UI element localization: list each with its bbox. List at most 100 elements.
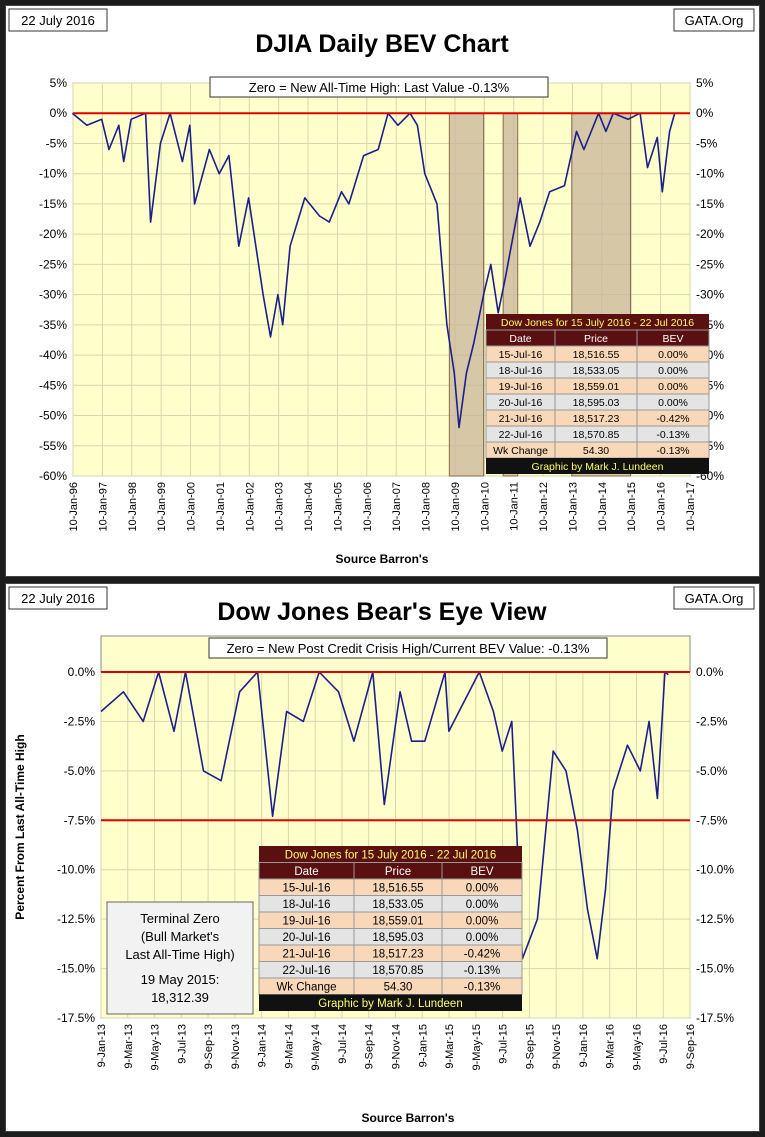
table-cell-value: 18,570.85 <box>372 965 423 977</box>
table-header-label: Date <box>509 333 531 345</box>
y-tick-label-right: 0% <box>696 106 714 120</box>
table-cell-value: -0.13% <box>656 445 689 457</box>
x-tick-label: 10-Jan-06 <box>362 482 374 532</box>
table-cell-value: 15-Jul-16 <box>499 349 543 361</box>
x-tick-label: 10-Jan-01 <box>215 482 227 532</box>
annotation-text: Zero = New Post Credit Crisis High/Curre… <box>227 641 590 656</box>
table-cell-value: 18,516.55 <box>372 883 423 895</box>
x-tick-label: 10-Jan-16 <box>656 482 668 532</box>
table-cell-value: 54.30 <box>583 445 609 457</box>
x-tick-label: 10-Jan-99 <box>156 482 168 532</box>
x-tick-label: 9-Mar-13 <box>123 1024 135 1069</box>
x-tick-label: 10-Jan-12 <box>538 482 550 532</box>
x-tick-label: 10-Jan-11 <box>509 482 521 531</box>
x-tick-label: 9-Nov-14 <box>391 1024 403 1069</box>
x-tick-label: 9-Jan-16 <box>578 1024 590 1067</box>
x-tick-label: 10-Jan-05 <box>332 482 344 532</box>
table-cell-value: 19-Jul-16 <box>499 381 543 393</box>
y-tick-label-left: 0.0% <box>68 665 96 679</box>
table-cell-value: -0.13% <box>464 982 500 994</box>
x-tick-label: 9-May-14 <box>310 1024 322 1070</box>
y-tick-label-right: -10% <box>696 167 724 181</box>
table-cell-value: 0.00% <box>466 916 499 928</box>
y-tick-label-right: -17.5% <box>696 1011 734 1025</box>
x-tick-label: 10-Jan-13 <box>567 482 579 532</box>
date-label: 22 July 2016 <box>21 591 95 606</box>
y-axis-ticks: 0.0% 0.0% -2.5% -2.5% -5.0% -5.0% -7.5% -7.5% -1… <box>57 665 734 1025</box>
y-tick-label-left: -40% <box>39 348 67 362</box>
y-axis-title: Percent From Last All-Time High <box>13 734 27 919</box>
info-line-5: 18,312.39 <box>151 990 209 1005</box>
table-cell-value: 18,559.01 <box>573 381 620 393</box>
table-cell-value: 18,595.03 <box>573 397 620 409</box>
table-cell-value: 15-Jul-16 <box>283 883 331 895</box>
y-tick-label-left: -25% <box>39 257 67 271</box>
top-chart-panel: 22 July 2016 GATA.Org DJIA Daily BEV Cha… <box>5 5 760 577</box>
y-tick-label-left: -15% <box>39 197 67 211</box>
x-tick-label: 9-Sep-14 <box>364 1024 376 1069</box>
x-tick-label: 9-Jan-15 <box>417 1024 429 1067</box>
table-title-bg <box>486 314 709 330</box>
y-tick-label-left: -5.0% <box>64 764 96 778</box>
y-tick-label-right: -12.5% <box>696 912 734 926</box>
djia-bev-chart: 22 July 2016 GATA.Org DJIA Daily BEV Cha… <box>8 8 755 566</box>
table-cell-value: 20-Jul-16 <box>283 932 331 944</box>
date-label: 22 July 2016 <box>21 13 95 28</box>
bottom-chart-panel: 22 July 2016 GATA.Org Dow Jones Bear's E… <box>5 583 760 1132</box>
table-title-bg <box>259 846 522 863</box>
table-cell-value: 18,517.23 <box>372 949 423 961</box>
table-cell-value: 0.00% <box>658 381 688 393</box>
table-cell-value: 54.30 <box>384 982 413 994</box>
x-tick-label: 10-Jan-09 <box>450 482 462 532</box>
y-tick-label-left: -7.5% <box>64 813 96 827</box>
info-line-4: 19 May 2015: <box>141 972 220 987</box>
terminal-zero-box <box>106 901 254 1015</box>
table-cell-value: 0.00% <box>466 883 499 895</box>
annotation-box <box>209 76 549 98</box>
y-tick-label-right: -2.5% <box>696 714 728 728</box>
table-header-label: Price <box>584 333 608 345</box>
chart-title: DJIA Daily BEV Chart <box>255 30 509 58</box>
x-tick-label: 9-Jul-13 <box>176 1024 188 1064</box>
table-cell-value: 18,533.05 <box>372 899 423 911</box>
y-tick-label-right: -30% <box>696 288 724 302</box>
y-tick-label-left: -30% <box>39 288 67 302</box>
x-axis-ticks: 9-Jan-13 9-Mar-13 9-May-13 9-Jul-13 9-Sep-13… <box>96 1024 697 1070</box>
x-tick-label: 10-Jan-08 <box>421 482 433 532</box>
table-cell-value: 18-Jul-16 <box>499 365 543 377</box>
table-cell-value: 18-Jul-16 <box>283 899 331 911</box>
table-cell-value: 0.00% <box>658 365 688 377</box>
table-cell-value: 0.00% <box>658 349 688 361</box>
x-tick-label: 9-Jul-15 <box>498 1024 510 1064</box>
x-tick-label: 10-Jan-00 <box>186 482 198 532</box>
table-cell-value: 19-Jul-16 <box>283 916 331 928</box>
table-footer: Graphic by Mark J. Lundeen <box>318 998 462 1010</box>
series-group <box>100 671 669 960</box>
x-tick-label: 9-Jan-14 <box>257 1024 269 1067</box>
x-axis-ticks: 10-Jan-96 10-Jan-97 10-Jan-98 10-Jan-99 10-J… <box>68 482 697 532</box>
table-cell-value: Wk Change <box>493 445 548 457</box>
table-cell-value: 18,570.85 <box>573 429 620 441</box>
y-tick-label-left: -60% <box>39 469 67 483</box>
x-tick-label: 10-Jan-03 <box>274 482 286 532</box>
y-tick-label-left: -45% <box>39 378 67 392</box>
chart-title: Dow Jones Bear's Eye View <box>217 598 547 626</box>
table-cell-value: 0.00% <box>658 397 688 409</box>
x-tick-label: 10-Jan-97 <box>97 482 109 532</box>
table-cell-value: 18,595.03 <box>372 932 423 944</box>
annotation-box <box>208 637 608 659</box>
y-tick-label-left: -15.0% <box>57 962 95 976</box>
y-tick-label-left: -10% <box>39 167 67 181</box>
table-cell-value: 18,516.55 <box>573 349 620 361</box>
x-tick-label: 10-Jan-02 <box>244 482 256 532</box>
info-line-3: Last All-Time High) <box>125 947 234 962</box>
x-tick-label: 9-May-16 <box>631 1024 643 1070</box>
source-box <box>673 8 755 32</box>
x-tick-label: 10-Jan-10 <box>479 482 491 532</box>
source-label: GATA.Org <box>685 13 744 28</box>
table-cell-value: 20-Jul-16 <box>499 397 543 409</box>
source-box <box>673 586 755 610</box>
annotation-text: Zero = New All-Time High: Last Value -0.… <box>249 80 510 95</box>
y-tick-label-right: -15.0% <box>696 962 734 976</box>
y-tick-label-left: -35% <box>39 318 67 332</box>
